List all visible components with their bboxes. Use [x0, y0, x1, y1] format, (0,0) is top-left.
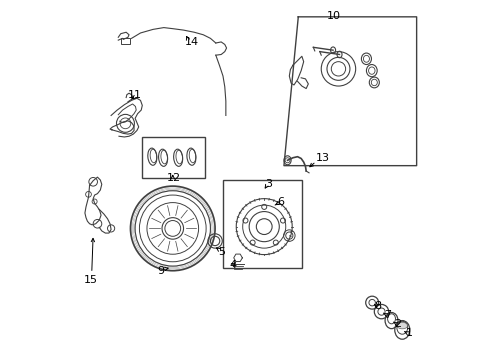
- Text: 7: 7: [384, 310, 391, 320]
- Text: 10: 10: [326, 11, 340, 21]
- Bar: [121, 38, 129, 44]
- Text: 8: 8: [374, 301, 381, 311]
- Text: 4: 4: [229, 260, 236, 270]
- Text: 13: 13: [315, 153, 329, 163]
- Bar: [142, 137, 204, 178]
- Text: 11: 11: [128, 90, 142, 100]
- Text: 2: 2: [394, 319, 401, 329]
- Text: 5: 5: [217, 247, 224, 257]
- Text: 3: 3: [265, 179, 272, 189]
- Bar: [223, 180, 301, 268]
- Ellipse shape: [396, 322, 407, 329]
- Text: 6: 6: [276, 197, 283, 207]
- Text: 1: 1: [405, 328, 412, 338]
- Text: 9: 9: [158, 266, 164, 276]
- Text: 14: 14: [184, 37, 198, 47]
- Text: 15: 15: [84, 275, 98, 285]
- Text: 12: 12: [166, 173, 180, 183]
